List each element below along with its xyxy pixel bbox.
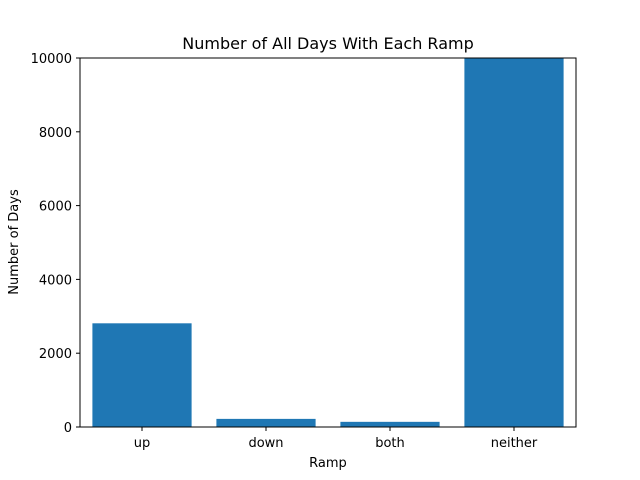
bars-group	[92, 58, 564, 428]
bar-down	[216, 418, 316, 427]
y-tick-label: 6000	[39, 200, 72, 215]
y-axis: 0 2000 4000 6000 8000 10000	[31, 52, 80, 436]
y-tick-label: 4000	[39, 273, 72, 288]
y-tick-label: 2000	[39, 347, 72, 362]
y-tick-label: 0	[64, 421, 72, 436]
y-tick-label: 10000	[31, 52, 72, 67]
chart-title: Number of All Days With Each Ramp	[182, 34, 473, 53]
bar-both	[340, 421, 440, 427]
x-axis-label: Ramp	[309, 456, 347, 471]
x-tick-label-up: up	[134, 436, 151, 451]
y-tick-label: 8000	[39, 126, 72, 141]
x-tick-label-neither: neither	[491, 436, 538, 451]
bar-up	[92, 323, 192, 427]
bar-neither	[464, 58, 564, 428]
x-tick-label-both: both	[375, 436, 405, 451]
x-tick-label-down: down	[248, 436, 283, 451]
y-axis-label: Number of Days	[7, 189, 22, 295]
plot-frame	[79, 57, 577, 428]
x-axis: up down both neither	[134, 427, 538, 451]
